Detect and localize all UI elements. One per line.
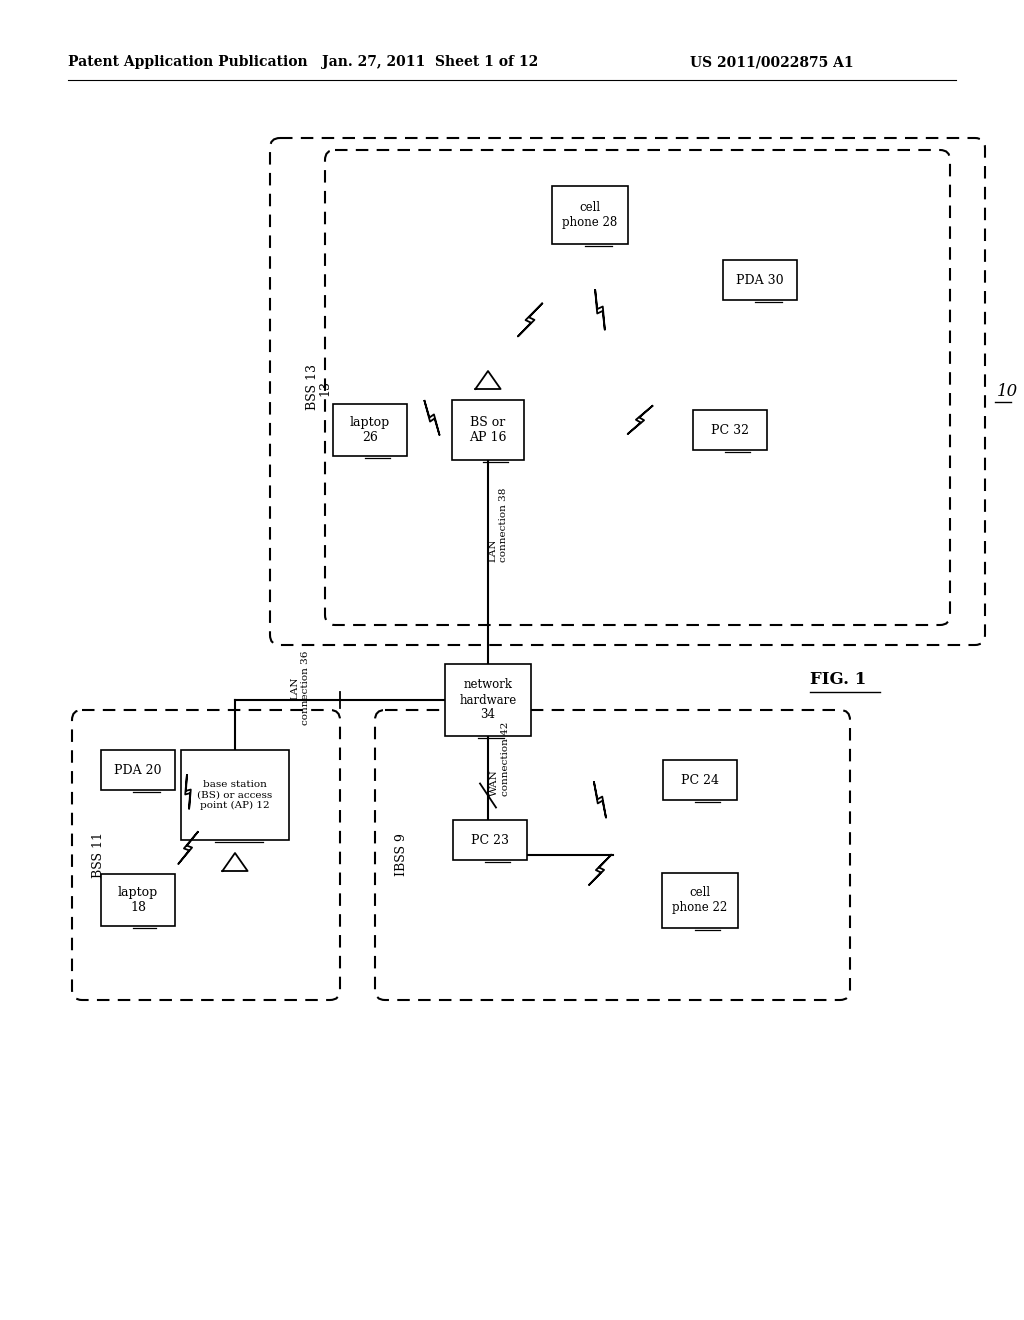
Text: network
hardware
34: network hardware 34 bbox=[460, 678, 517, 722]
Text: US 2011/0022875 A1: US 2011/0022875 A1 bbox=[690, 55, 854, 69]
Bar bbox=[101, 874, 175, 927]
Text: PC 23: PC 23 bbox=[471, 833, 509, 846]
Text: PDA 30: PDA 30 bbox=[736, 273, 783, 286]
Bar bbox=[693, 411, 767, 450]
Bar bbox=[552, 186, 628, 244]
Text: BS or
AP 16: BS or AP 16 bbox=[469, 416, 507, 444]
Text: base station
(BS) or access
point (AP) 12: base station (BS) or access point (AP) 1… bbox=[198, 780, 272, 810]
Text: PC 24: PC 24 bbox=[681, 774, 719, 787]
Text: 13: 13 bbox=[318, 380, 332, 396]
Bar bbox=[181, 750, 289, 840]
Text: Patent Application Publication: Patent Application Publication bbox=[68, 55, 307, 69]
Text: laptop
18: laptop 18 bbox=[118, 886, 158, 913]
Text: laptop
26: laptop 26 bbox=[350, 416, 390, 444]
Text: PDA 20: PDA 20 bbox=[115, 763, 162, 776]
Text: LAN
connection 38: LAN connection 38 bbox=[488, 487, 508, 562]
Text: PC 32: PC 32 bbox=[711, 424, 749, 437]
Bar bbox=[333, 404, 407, 455]
Bar bbox=[101, 750, 175, 789]
Bar bbox=[452, 400, 524, 459]
Text: cell
phone 28: cell phone 28 bbox=[562, 201, 617, 228]
Text: WAN
connection 42: WAN connection 42 bbox=[490, 721, 510, 796]
Text: FIG. 1: FIG. 1 bbox=[810, 672, 866, 689]
Text: BSS 13: BSS 13 bbox=[306, 364, 319, 411]
Bar bbox=[662, 873, 738, 928]
Text: IBSS 9: IBSS 9 bbox=[395, 833, 408, 876]
Bar bbox=[453, 820, 527, 861]
Text: cell
phone 22: cell phone 22 bbox=[673, 886, 728, 913]
Bar bbox=[445, 664, 531, 737]
Text: Jan. 27, 2011  Sheet 1 of 12: Jan. 27, 2011 Sheet 1 of 12 bbox=[322, 55, 539, 69]
Text: LAN
connection 36: LAN connection 36 bbox=[291, 651, 310, 725]
Text: 10: 10 bbox=[997, 383, 1018, 400]
Text: BSS 11: BSS 11 bbox=[92, 832, 105, 878]
Bar bbox=[663, 760, 737, 800]
Bar bbox=[723, 260, 797, 300]
